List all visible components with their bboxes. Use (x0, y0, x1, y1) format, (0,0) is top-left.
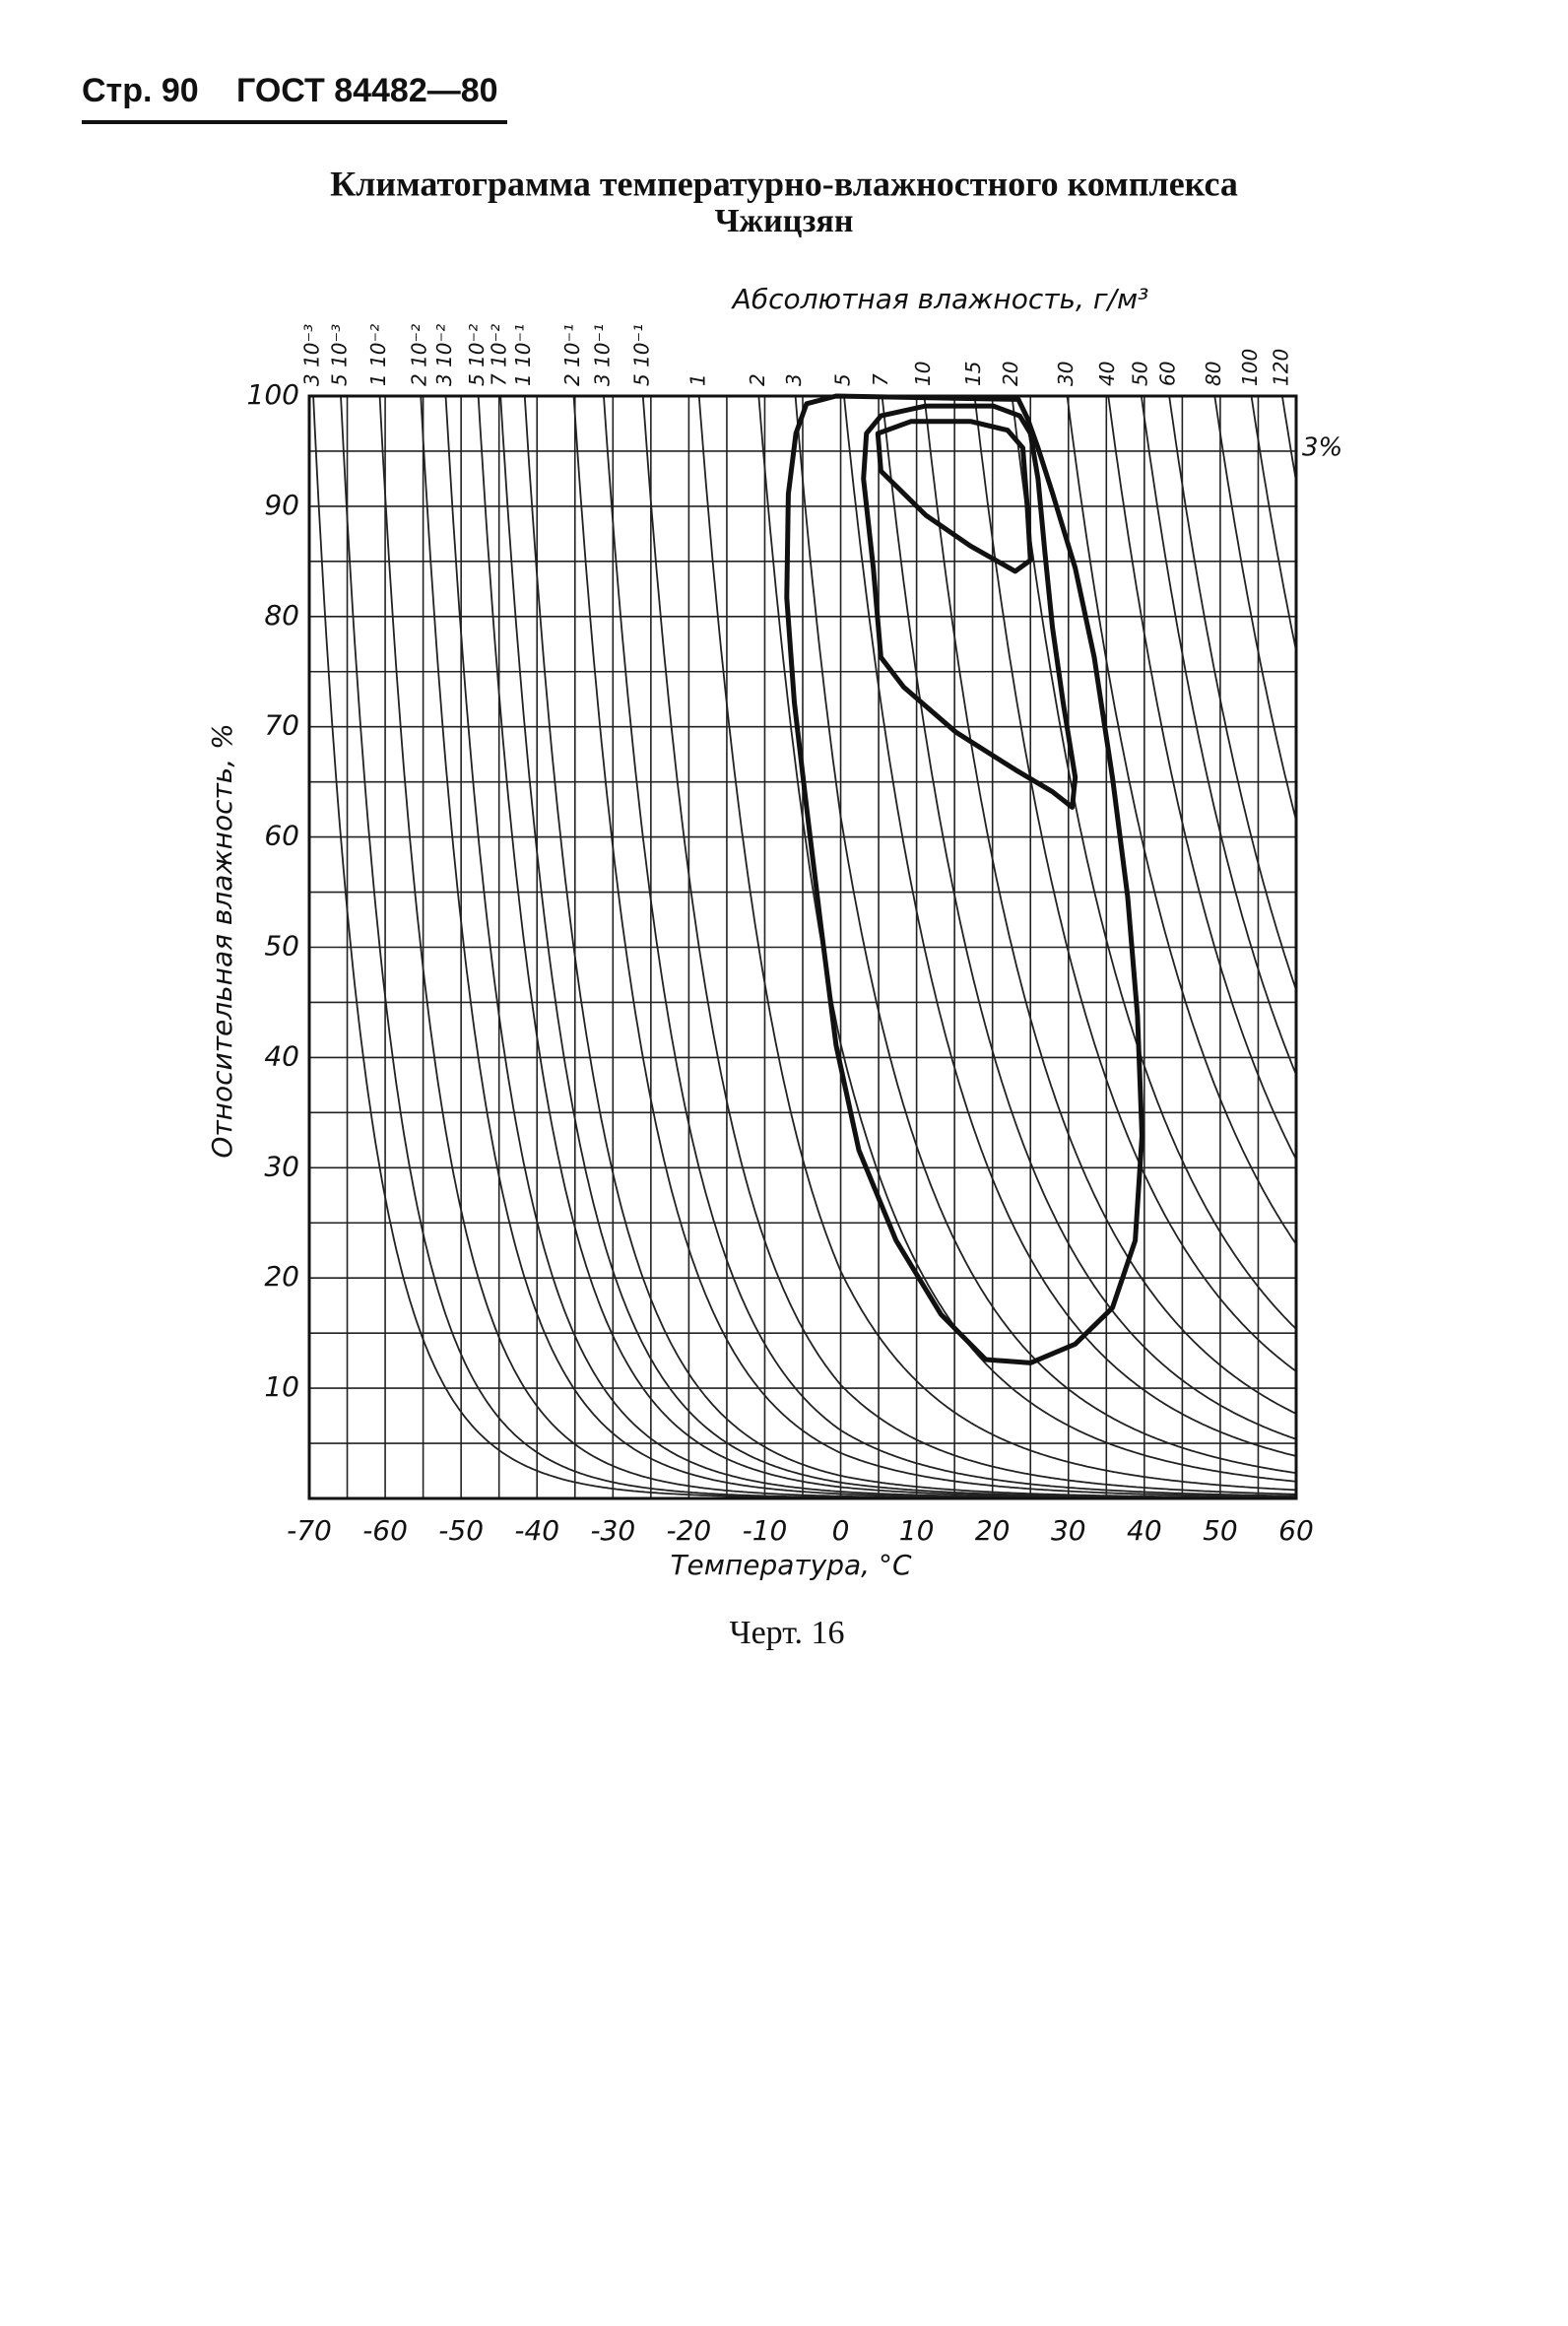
x-tick-label: 10 (899, 1514, 935, 1547)
y-tick-label: 10 (264, 1370, 299, 1403)
x-tick-label: -40 (514, 1514, 559, 1547)
y-tick-label: 50 (264, 930, 299, 963)
isoline (641, 396, 1296, 1495)
isoline-label: 5 10⁻² (465, 324, 489, 386)
isoline-label: 60 (1156, 362, 1180, 386)
x-tick-label: -10 (743, 1514, 788, 1547)
x-tick-label: 60 (1278, 1514, 1314, 1547)
top-axis-label: Абсолютная влажность, г/м³ (731, 283, 1149, 315)
isoline-label: 10 (911, 362, 935, 386)
isoline (1107, 396, 1296, 1161)
isoline-label: 20 (999, 362, 1022, 386)
isoline (843, 396, 1296, 1457)
isoline-label: 7 10⁻² (488, 324, 511, 386)
isoline-label: 3 (782, 373, 806, 386)
isoline-label: 50 (1128, 362, 1151, 386)
isoline (1280, 396, 1296, 482)
chart-subtitle: Чжицзян (715, 203, 854, 239)
isoline (1168, 396, 1296, 990)
isoline (973, 396, 1296, 1372)
x-tick-label: -50 (438, 1514, 484, 1547)
x-tick-label: 50 (1203, 1514, 1238, 1547)
annotation: 3% (1302, 433, 1342, 463)
isoline (923, 396, 1296, 1415)
isoline-label: 1 10⁻² (366, 324, 390, 386)
doc-number: ГОСТ 84482—80 (236, 72, 498, 109)
x-tick-label: -60 (362, 1514, 408, 1547)
isoline (697, 396, 1296, 1492)
isoline-label: 40 (1095, 362, 1119, 386)
page-number: Стр. 90 (82, 72, 199, 109)
isoline (1213, 396, 1296, 821)
contour (875, 419, 1033, 574)
y-tick-label: 80 (264, 599, 299, 631)
x-tick-label: 30 (1051, 1514, 1086, 1547)
isoline-label: 80 (1202, 362, 1225, 386)
isoline-label: 30 (1054, 362, 1078, 386)
y-tick-label: 60 (264, 820, 299, 852)
isoline-label: 3 10⁻³ (300, 324, 324, 386)
isoline (572, 396, 1296, 1498)
x-tick-label: -70 (287, 1514, 332, 1547)
x-tick-label: -30 (590, 1514, 635, 1547)
y-tick-label: 100 (247, 378, 299, 411)
isoline-label: 1 (686, 373, 709, 386)
plot-frame (307, 394, 1298, 1500)
isoline (1250, 396, 1296, 651)
isoline-label: 1 10⁻¹ (511, 324, 535, 386)
isoline (881, 396, 1296, 1440)
isoline-label: 2 10⁻¹ (560, 324, 584, 386)
isoline-label: 2 (746, 373, 769, 386)
isoline (1066, 396, 1296, 1245)
isoline-label: 3 10⁻¹ (591, 324, 615, 386)
isoline-label: 15 (961, 362, 985, 386)
chart-title: Климатограмма температурно-влажностного … (330, 164, 1238, 203)
y-tick-label: 70 (264, 709, 299, 742)
x-tick-label: 0 (832, 1514, 850, 1547)
y-tick-label: 40 (264, 1039, 299, 1072)
isoline (477, 396, 1296, 1498)
y-axis-label: Относительная влажность, % (206, 723, 238, 1158)
x-tick-label: -20 (667, 1514, 712, 1547)
isoline-label: 2 10⁻² (408, 324, 431, 386)
isoline (523, 396, 1296, 1498)
isoline (1140, 396, 1296, 1076)
isoline-label: 5 (831, 373, 855, 386)
y-tick-label: 20 (264, 1260, 299, 1293)
x-tick-label: 40 (1127, 1514, 1162, 1547)
figure-caption: Черт. 16 (729, 1615, 844, 1651)
x-axis-label: Температура, °С (670, 1549, 912, 1581)
isoline (603, 396, 1296, 1497)
x-tick-label: 20 (975, 1514, 1011, 1547)
isoline-label: 3 10⁻² (432, 324, 456, 386)
isoline-label: 7 (869, 373, 892, 386)
y-tick-label: 30 (264, 1150, 299, 1182)
isoline-label: 5 10⁻³ (328, 324, 352, 386)
y-tick-label: 90 (264, 489, 299, 521)
isoline-label: 100 (1238, 349, 1262, 386)
isoline-label: 120 (1269, 349, 1292, 386)
isoline (794, 396, 1296, 1475)
isoline-label: 5 10⁻¹ (629, 324, 653, 386)
contour (861, 403, 1078, 810)
